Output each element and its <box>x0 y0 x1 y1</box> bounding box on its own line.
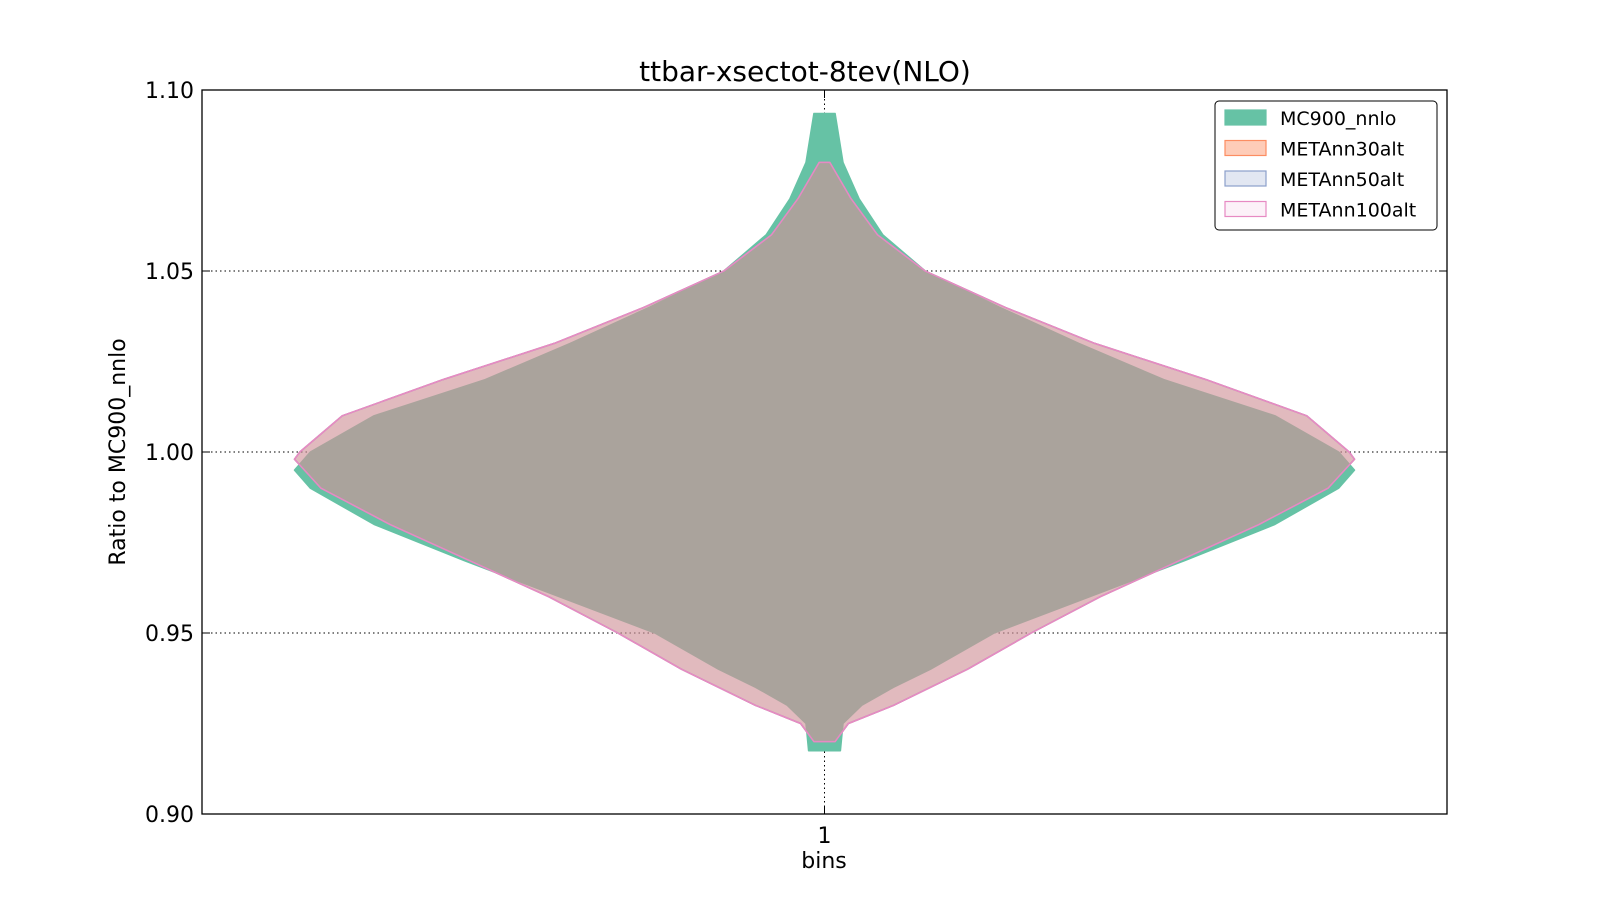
axes: 0.90 0.95 1.00 1.05 1.10 1 <box>145 79 1447 849</box>
chart-title: ttbar-xsectot-8tev(NLO) <box>639 55 971 88</box>
legend-swatch-metann50alt <box>1224 170 1267 187</box>
legend: MC900_nnlo METAnn30alt METAnn50alt METAnn10… <box>1214 100 1438 231</box>
x-axis-label: bins <box>801 849 846 874</box>
legend-label-metann30alt: METAnn30alt <box>1280 139 1404 161</box>
violin-metann100alt <box>293 161 1356 743</box>
y-tick-label: 1.10 <box>145 79 194 104</box>
y-tick-label: 1.00 <box>145 441 194 466</box>
legend-label-metann100alt: METAnn100alt <box>1280 200 1416 222</box>
legend-label-metann50alt: METAnn50alt <box>1280 169 1404 191</box>
y-tick-label: 1.05 <box>145 260 194 285</box>
y-tick-label: 0.95 <box>145 622 194 647</box>
legend-swatch-metann100alt <box>1224 200 1267 218</box>
legend-swatch-metann30alt <box>1224 139 1267 157</box>
legend-label-mc900-nnlo: MC900_nnlo <box>1280 108 1396 130</box>
legend-swatch-mc900-nnlo <box>1224 109 1267 126</box>
y-axis-label: Ratio to MC900_nnlo <box>106 338 131 565</box>
violin-layer <box>293 112 1356 752</box>
x-tick-label: 1 <box>818 824 832 849</box>
legend-box <box>1214 100 1438 231</box>
y-tick-label: 0.90 <box>145 803 194 828</box>
violin-mc900-nnlo <box>293 112 1356 752</box>
